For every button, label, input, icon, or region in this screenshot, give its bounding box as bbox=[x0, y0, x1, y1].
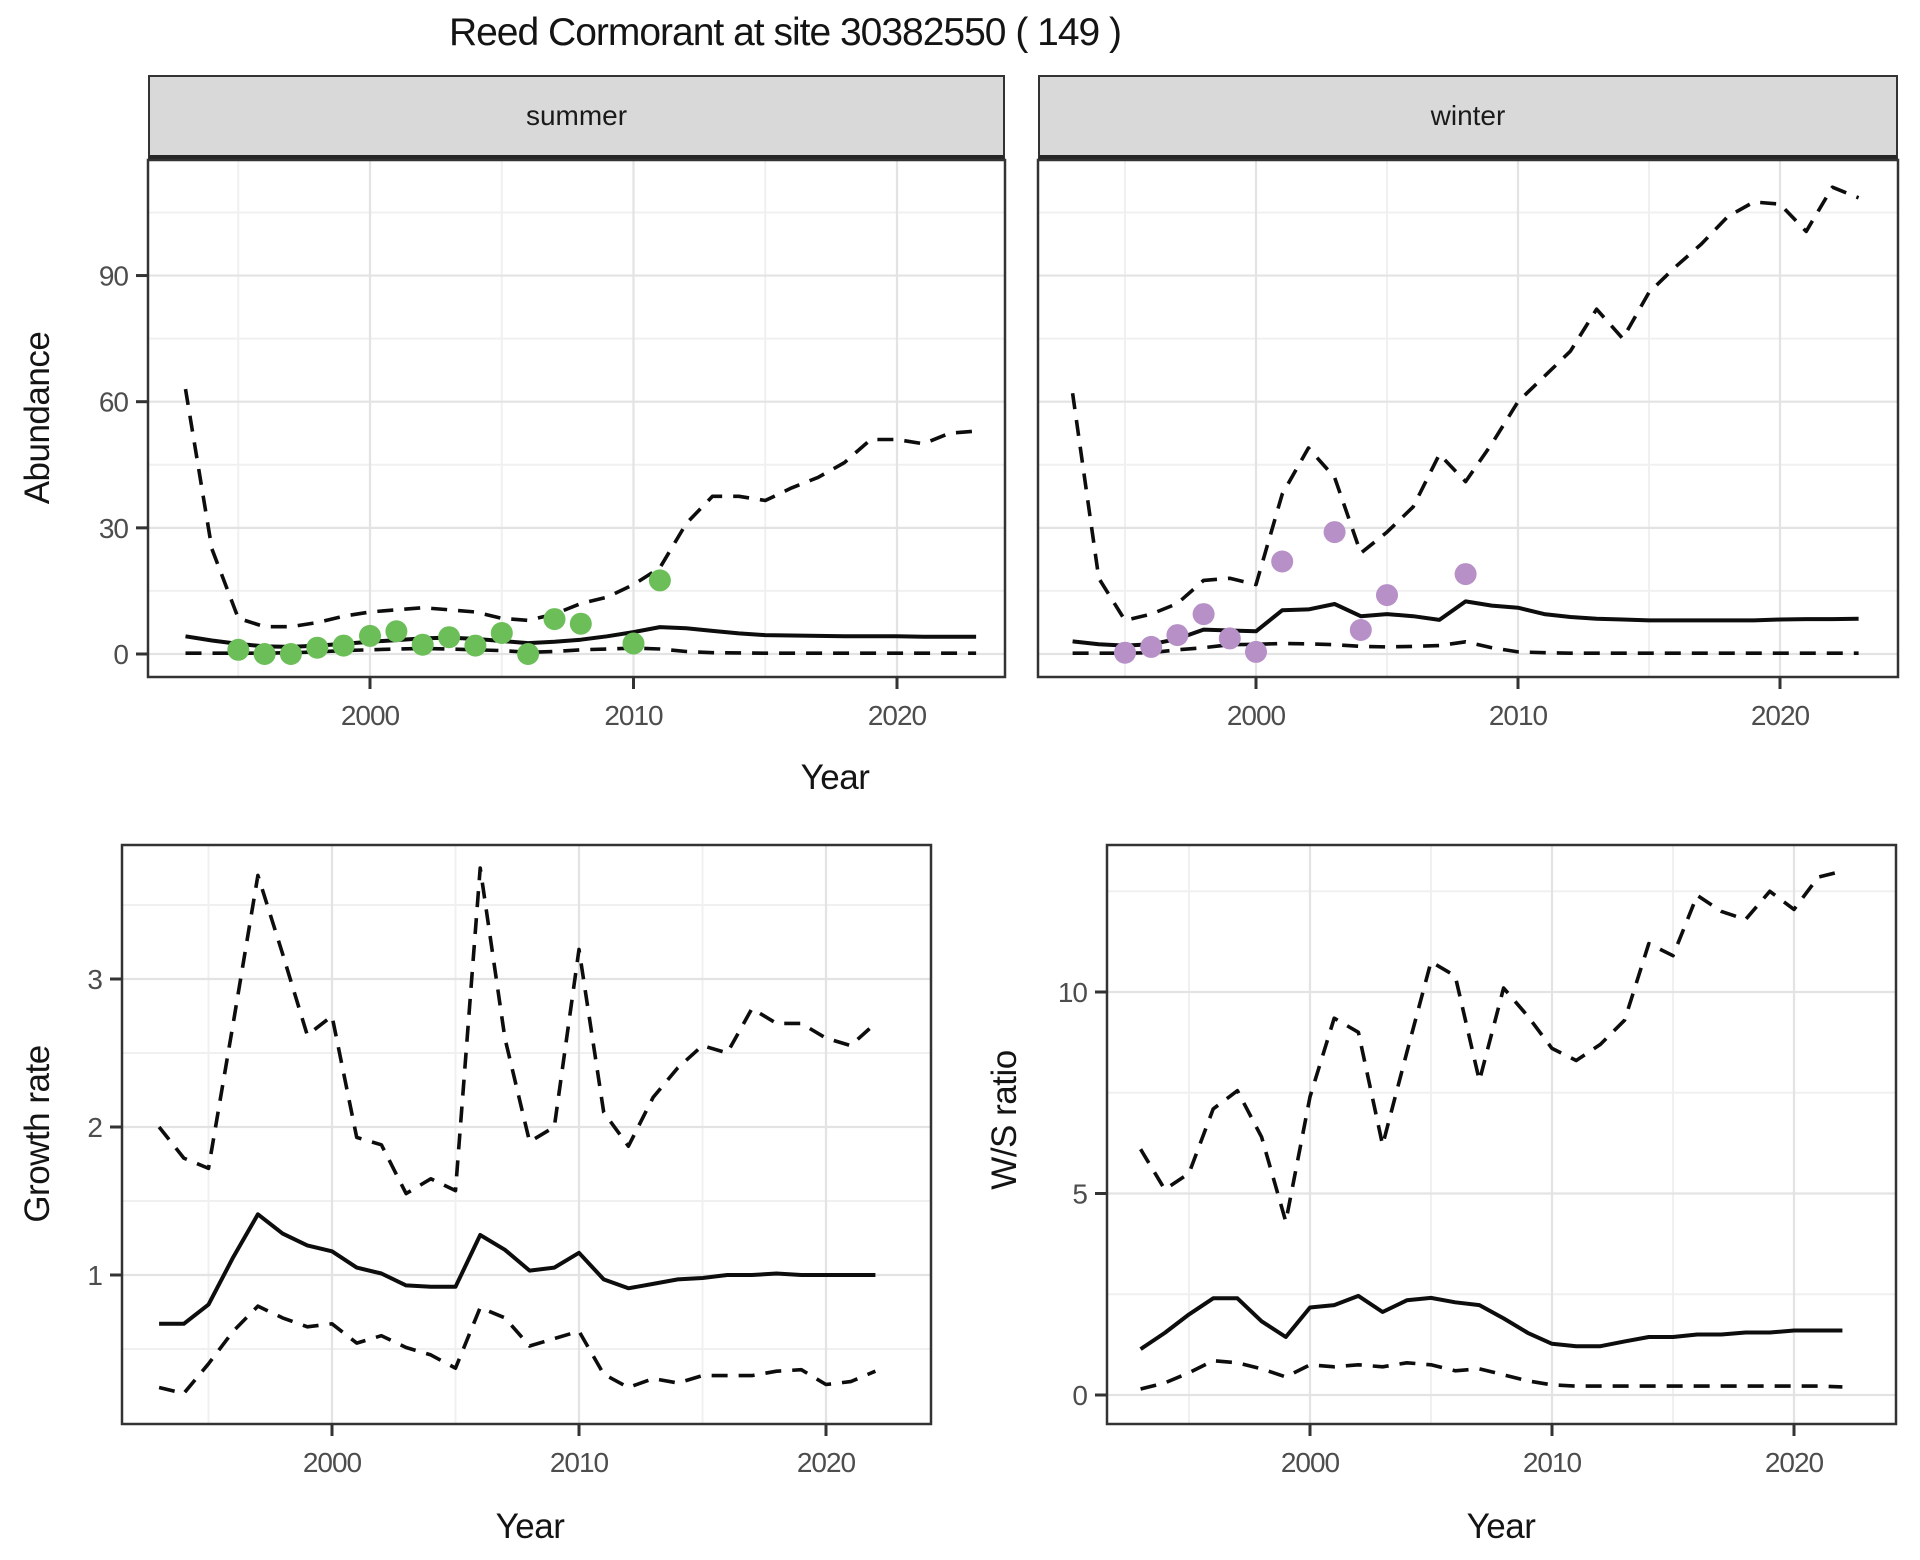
data-point-winter_counts bbox=[1166, 624, 1189, 647]
data-point-winter_counts bbox=[1140, 635, 1163, 658]
y-tick-label: 10 bbox=[1058, 977, 1088, 1008]
y-tick-label: 0 bbox=[1072, 1380, 1087, 1411]
data-point-summer_counts bbox=[306, 636, 329, 659]
series-lower_ci bbox=[158, 1304, 877, 1396]
x-tick-label: 2000 bbox=[341, 700, 400, 731]
data-point-winter_counts bbox=[1271, 550, 1294, 573]
x-tick-label: 2020 bbox=[1751, 700, 1810, 731]
y-tick-label: 2 bbox=[87, 1112, 102, 1143]
x-tick-label: 2020 bbox=[868, 700, 927, 731]
x-tick-label: 2000 bbox=[1227, 700, 1286, 731]
data-point-summer_counts bbox=[543, 608, 566, 631]
y-tick-label: 0 bbox=[113, 639, 128, 670]
data-point-winter_counts bbox=[1454, 563, 1477, 586]
series-upper_ci bbox=[157, 866, 877, 1196]
data-point-winter_counts bbox=[1114, 641, 1136, 664]
x-axis-title-year-top: Year bbox=[800, 758, 870, 797]
data-point-summer_counts bbox=[385, 620, 408, 643]
chart-title: Reed Cormorant at site 30382550 ( 149 ) bbox=[448, 11, 1122, 54]
data-point-winter_counts bbox=[1349, 619, 1372, 641]
panel-border bbox=[120, 843, 933, 1426]
series-lower_ci bbox=[185, 646, 977, 656]
facet-strip-summer: summer bbox=[148, 75, 1005, 160]
facet-strip-winter-label: winter bbox=[1430, 100, 1506, 131]
data-point-summer_counts bbox=[227, 638, 250, 661]
data-point-winter_counts bbox=[1376, 584, 1398, 607]
panel-border bbox=[1036, 158, 1900, 679]
series-median_fit bbox=[1072, 599, 1859, 648]
x-tick-label: 2010 bbox=[1489, 700, 1548, 731]
x-axis-title-year-bottom-right: Year bbox=[1466, 1507, 1536, 1546]
data-point-summer_counts bbox=[359, 624, 381, 647]
y-tick-label: 60 bbox=[99, 387, 129, 418]
data-point-summer_counts bbox=[438, 626, 461, 649]
x-tick-label: 2010 bbox=[1523, 1447, 1582, 1478]
data-point-summer_counts bbox=[517, 643, 540, 665]
series-upper_ci bbox=[183, 388, 977, 629]
series-median_fit bbox=[1139, 1293, 1843, 1351]
y-tick-label: 5 bbox=[1072, 1179, 1087, 1210]
x-tick-label: 2020 bbox=[797, 1447, 856, 1478]
series-upper_ci bbox=[1070, 185, 1860, 623]
series-lower_ci bbox=[1072, 639, 1859, 656]
data-point-summer_counts bbox=[464, 634, 487, 657]
data-point-winter_counts bbox=[1218, 627, 1241, 650]
panel-background bbox=[1107, 845, 1896, 1424]
series-lower_ci bbox=[1140, 1358, 1843, 1391]
data-point-summer_counts bbox=[648, 569, 671, 592]
facet-strip-winter: winter bbox=[1038, 75, 1898, 160]
series-upper_ci bbox=[1139, 869, 1843, 1224]
x-tick-label: 2000 bbox=[303, 1447, 362, 1478]
panel-background bbox=[148, 160, 1005, 677]
panel-border bbox=[1105, 843, 1898, 1426]
data-point-summer_counts bbox=[279, 643, 302, 665]
panel-border bbox=[146, 158, 1007, 679]
x-tick-label: 2010 bbox=[604, 700, 663, 731]
x-tick-label: 2020 bbox=[1765, 1447, 1824, 1478]
x-axis-title-year-bottom-left: Year bbox=[495, 1507, 565, 1546]
data-point-summer_counts bbox=[253, 643, 276, 665]
panel-background bbox=[1038, 160, 1898, 677]
data-point-summer_counts bbox=[332, 634, 355, 657]
data-point-winter_counts bbox=[1323, 521, 1346, 544]
data-point-summer_counts bbox=[411, 633, 434, 656]
x-tick-label: 2010 bbox=[550, 1447, 609, 1478]
data-point-winter_counts bbox=[1245, 640, 1267, 663]
y-tick-label: 30 bbox=[99, 513, 129, 544]
y-tick-label: 1 bbox=[87, 1260, 102, 1291]
facet-strip-summer-label: summer bbox=[525, 100, 628, 131]
data-point-summer_counts bbox=[569, 612, 592, 635]
data-point-summer_counts bbox=[490, 622, 513, 644]
data-point-winter_counts bbox=[1192, 603, 1215, 626]
data-point-summer_counts bbox=[622, 632, 645, 655]
x-tick-label: 2000 bbox=[1281, 1447, 1340, 1478]
y-tick-label: 3 bbox=[87, 964, 102, 995]
y-tick-label: 90 bbox=[99, 261, 129, 292]
series-median_fit bbox=[159, 1212, 876, 1326]
